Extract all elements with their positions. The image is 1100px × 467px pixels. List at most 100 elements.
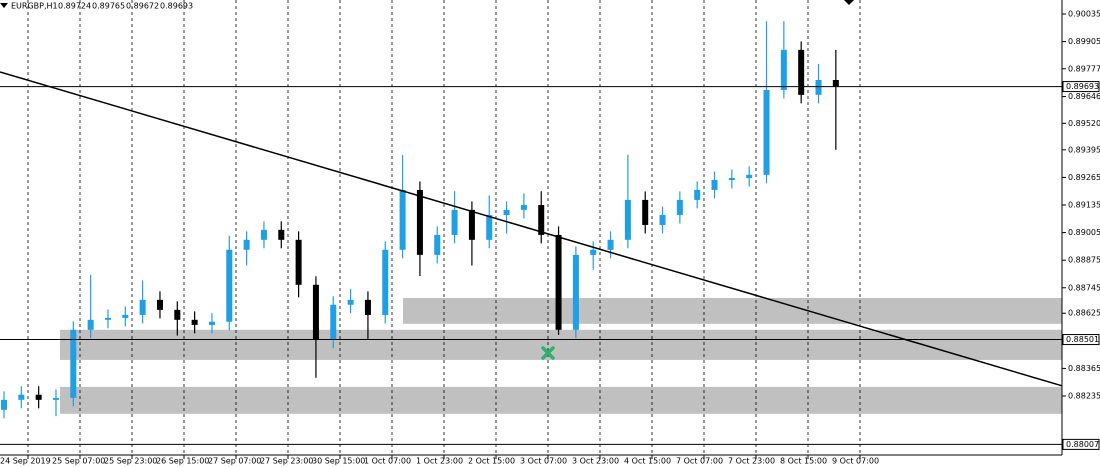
- candle-body: [555, 234, 562, 330]
- candle-body: [243, 239, 250, 250]
- candle-body: [780, 49, 787, 90]
- candles: [1, 21, 839, 419]
- candle-body: [139, 299, 146, 315]
- candle-body: [434, 234, 441, 255]
- price-label-box: [1062, 438, 1100, 450]
- candle-body: [642, 199, 649, 225]
- x-tick-label: 27 Sep 23:00: [260, 457, 313, 466]
- candle-body: [226, 249, 233, 322]
- candle-body: [278, 229, 285, 240]
- price-label: 0.89693: [1066, 82, 1099, 91]
- zone: [60, 386, 1062, 414]
- symbol: EURGBP,H1: [11, 2, 58, 11]
- candle-body: [763, 89, 770, 175]
- candle-body: [503, 209, 510, 215]
- candle-body: [832, 80, 839, 87]
- candle-body: [572, 254, 579, 330]
- x-tick-label: 1 Oct 07:00: [364, 457, 411, 466]
- candle-body: [659, 214, 666, 225]
- x-tick-label: 2 Oct 15:00: [468, 457, 515, 466]
- candle-body: [451, 209, 458, 235]
- y-tick-label: 0.88875: [1068, 256, 1100, 265]
- candle-body: [607, 239, 614, 250]
- candle-body: [538, 205, 545, 235]
- candle-body: [295, 239, 302, 285]
- candle-body: [347, 299, 354, 305]
- candle-body: [624, 199, 631, 240]
- zones: [60, 297, 1062, 414]
- y-tick-label: 0.88745: [1068, 283, 1100, 292]
- header-value: 0.89693: [160, 2, 193, 11]
- price-label: 0.88007: [1066, 440, 1099, 449]
- candle-body: [52, 397, 59, 400]
- candle-body: [676, 199, 683, 215]
- x-tick-label: 26 Sep 15:00: [156, 457, 209, 466]
- y-tick-label: 0.89265: [1068, 173, 1100, 182]
- candle-body: [468, 209, 475, 240]
- candle-body: [104, 317, 111, 320]
- y-tick-label: 0.89646: [1068, 92, 1100, 101]
- candle-body: [174, 309, 181, 320]
- trendline: [0, 71, 1063, 387]
- grid: [27, 0, 861, 459]
- candle-body: [330, 304, 337, 340]
- candle-body: [815, 80, 822, 95]
- x-tick-label: 27 Sep 07:00: [208, 457, 261, 466]
- menu-triangle[interactable]: [0, 3, 8, 8]
- zone: [60, 329, 1062, 360]
- y-tick-label: 0.88235: [1068, 392, 1100, 401]
- candle-body: [711, 179, 718, 190]
- candle-body: [260, 229, 267, 240]
- marker-x: [541, 346, 555, 360]
- x-tick-label: 25 Sep 23:00: [104, 457, 157, 466]
- candle-body: [590, 249, 597, 255]
- header-value: 0.89724: [58, 2, 91, 11]
- candle-body: [399, 189, 406, 250]
- y-tick-label: 0.89005: [1068, 228, 1100, 237]
- candle-body: [191, 319, 198, 325]
- candle-body: [156, 299, 163, 310]
- y-tick-label: 0.89777: [1068, 64, 1100, 73]
- y-tick-label: 0.88625: [1068, 309, 1100, 318]
- y-tick-label: 0.89135: [1068, 201, 1100, 210]
- header-value: 0.89672: [126, 2, 159, 11]
- candle-body: [486, 214, 493, 240]
- candle-body: [70, 329, 77, 398]
- x-tick-label: 8 Oct 15:00: [780, 457, 827, 466]
- price-label-box: [1062, 81, 1100, 93]
- x-tick-label: 25 Sep 07:00: [52, 457, 105, 466]
- candle-body: [312, 284, 319, 340]
- candle-body: [798, 49, 805, 95]
- x-tick-label: 9 Oct 07:00: [832, 457, 879, 466]
- x-tick-label: 1 Oct 23:00: [416, 457, 463, 466]
- price-label-box: [1062, 334, 1100, 346]
- candle-body: [694, 189, 701, 200]
- header-value: 0.89765: [92, 2, 125, 11]
- candle-body: [416, 189, 423, 255]
- x-tick-label: 7 Oct 07:00: [676, 457, 723, 466]
- y-tick-label: 0.88365: [1068, 364, 1100, 373]
- period-marker: [844, 0, 854, 5]
- candle-body: [382, 249, 389, 315]
- price-label: 0.88501: [1066, 335, 1099, 344]
- y-tick-label: 0.90035: [1068, 10, 1100, 19]
- candle-body: [364, 299, 371, 315]
- x-tick-label: 30 Sep 15:00: [312, 457, 365, 466]
- candle-body: [35, 394, 42, 400]
- x-tick-label: 3 Oct 07:00: [520, 457, 567, 466]
- x-tick-label: 24 Sep 2019: [0, 457, 51, 466]
- y-tick-label: 0.89905: [1068, 37, 1100, 46]
- x-tick-label: 7 Oct 23:00: [728, 457, 775, 466]
- overlays: 0.89693 0.88501 0.88007: [0, 71, 1100, 450]
- x-tick-label: 4 Oct 15:00: [624, 457, 671, 466]
- candle-body: [87, 319, 94, 330]
- candle-body: [122, 314, 129, 318]
- y-tick-label: 0.89520: [1068, 119, 1100, 128]
- x-tick-label: 3 Oct 23:00: [572, 457, 619, 466]
- zone: [403, 297, 1062, 324]
- candle-body: [1, 399, 7, 410]
- candle-body: [208, 321, 215, 325]
- candle-body: [746, 174, 753, 179]
